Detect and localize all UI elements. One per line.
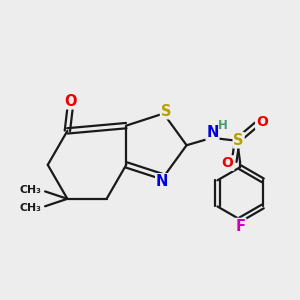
Text: H: H xyxy=(218,119,228,132)
Text: O: O xyxy=(64,94,76,109)
Text: S: S xyxy=(233,133,244,148)
Text: O: O xyxy=(222,156,234,170)
Text: CH₃: CH₃ xyxy=(20,185,41,195)
Text: F: F xyxy=(236,219,246,234)
Text: N: N xyxy=(156,174,168,189)
Text: CH₃: CH₃ xyxy=(20,203,41,213)
Text: O: O xyxy=(256,115,268,129)
Text: S: S xyxy=(161,103,171,118)
Text: N: N xyxy=(206,125,219,140)
